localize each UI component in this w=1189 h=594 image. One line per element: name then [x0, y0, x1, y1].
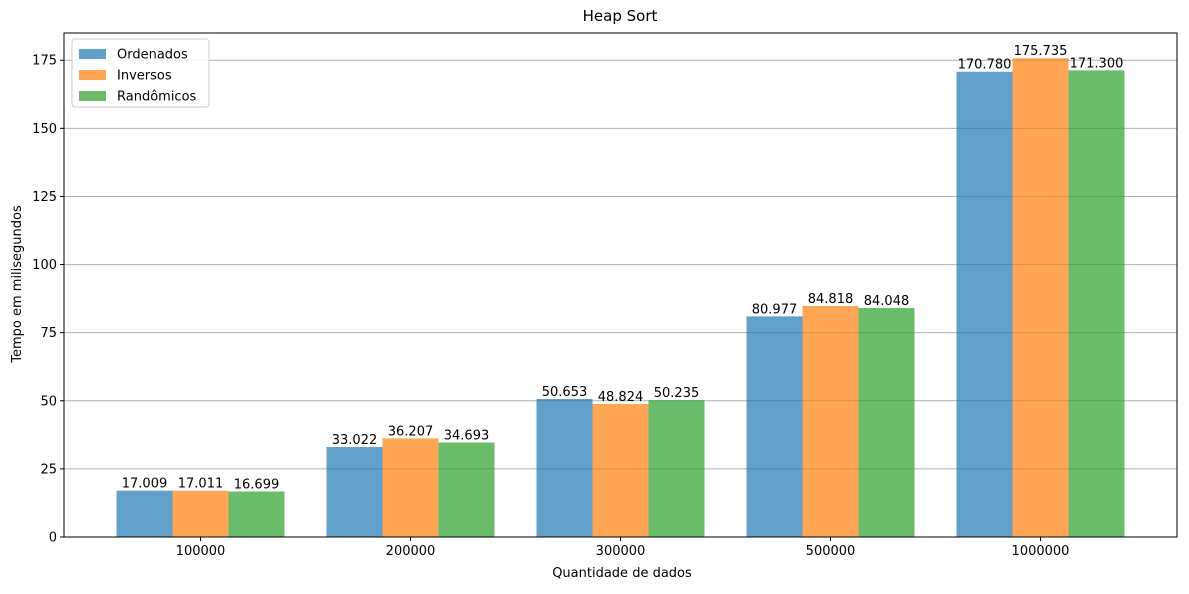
bar-randômicos-300000 — [648, 400, 705, 537]
bar-value-label: 36.207 — [388, 424, 434, 439]
bar-randômicos-1000000 — [1068, 70, 1125, 537]
legend-label: Randômicos — [117, 90, 197, 105]
bar-value-labels: 17.009 17.011 16.699 33.022 36.207 34.693 50.6… — [122, 44, 1124, 492]
bar-value-label: 50.235 — [654, 386, 700, 401]
x-tick-label: 1000000 — [1012, 544, 1070, 559]
bar-value-label: 84.818 — [808, 292, 854, 307]
legend-box — [71, 38, 210, 108]
bar-randômicos-500000 — [858, 308, 915, 537]
bar-ordenados-1000000 — [956, 71, 1013, 537]
bar-randômicos-100000 — [228, 491, 285, 537]
legend-label: Ordenados — [117, 48, 188, 63]
x-axis-label: Quantidade de dados — [552, 566, 692, 581]
bar-inversos-500000 — [802, 305, 859, 537]
bar-ordenados-100000 — [116, 490, 173, 537]
bars — [116, 58, 1125, 537]
y-tick-label: 150 — [32, 122, 57, 137]
legend-swatch-ordenados — [79, 49, 106, 59]
bar-value-label: 34.693 — [444, 428, 490, 443]
y-tick-label: 125 — [32, 190, 57, 205]
bar-value-label: 84.048 — [864, 294, 910, 309]
bar-value-label: 171.300 — [1070, 56, 1124, 71]
x-tick-label: 300000 — [596, 544, 646, 559]
bar-randômicos-200000 — [438, 442, 495, 537]
bar-value-label: 17.009 — [122, 477, 168, 492]
bar-value-label: 170.780 — [958, 58, 1012, 73]
y-tick-label: 175 — [32, 54, 57, 69]
legend-label: Inversos — [117, 69, 172, 84]
bar-value-label: 175.735 — [1014, 44, 1068, 59]
y-tick-label: 75 — [40, 326, 57, 341]
bar-inversos-200000 — [382, 438, 439, 537]
chart-title: Heap Sort — [583, 7, 658, 25]
y-axis: 0 25 50 75 100 125 150 175 — [32, 54, 64, 546]
bar-ordenados-200000 — [326, 447, 383, 537]
bar-inversos-1000000 — [1012, 58, 1069, 537]
legend: Ordenados Inversos Randômicos — [71, 38, 210, 108]
legend-swatch-randômicos — [79, 91, 106, 101]
bar-value-label: 48.824 — [598, 390, 644, 405]
bar-ordenados-500000 — [746, 316, 803, 537]
x-tick-label: 500000 — [806, 544, 856, 559]
x-tick-label: 200000 — [386, 544, 436, 559]
y-axis-label: Tempo em milisegundos — [10, 205, 25, 364]
bar-value-label: 16.699 — [234, 478, 280, 493]
y-tick-label: 25 — [40, 462, 57, 477]
bar-inversos-100000 — [172, 490, 229, 537]
bar-value-label: 50.653 — [542, 385, 588, 400]
bar-value-label: 17.011 — [178, 477, 224, 492]
legend-swatch-inversos — [79, 70, 106, 80]
bar-inversos-300000 — [592, 403, 649, 537]
y-tick-label: 100 — [32, 258, 57, 273]
y-tick-label: 50 — [40, 394, 57, 409]
bar-value-label: 80.977 — [752, 302, 798, 317]
x-tick-label: 100000 — [176, 544, 226, 559]
grid-lines — [64, 59, 1177, 538]
y-tick-label: 0 — [49, 531, 57, 546]
x-axis: 100000 200000 300000 500000 1000000 — [176, 537, 1070, 559]
bar-value-label: 33.022 — [332, 433, 378, 448]
bar-ordenados-300000 — [536, 399, 593, 537]
